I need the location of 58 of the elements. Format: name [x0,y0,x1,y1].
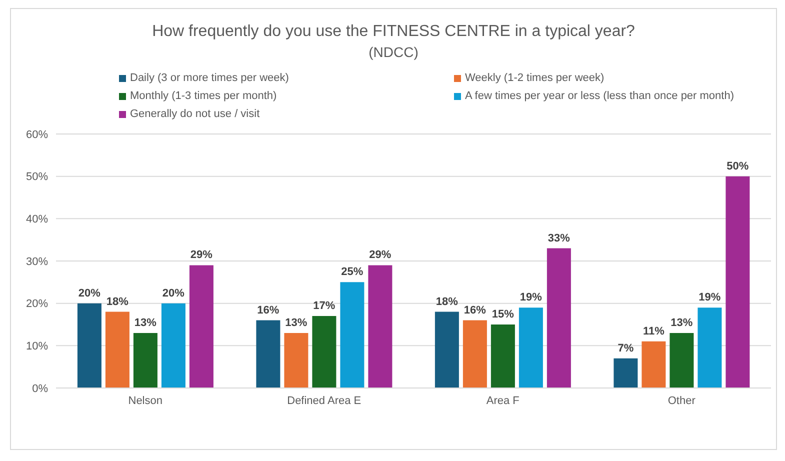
data-label: 29% [190,249,213,262]
x-tick-label: Nelson [128,394,162,407]
data-label: 50% [726,160,749,172]
bar [133,332,158,388]
bar [434,312,459,388]
bar [614,358,638,388]
data-label: 13% [285,316,308,329]
data-label: 13% [134,316,157,329]
bar [312,316,336,388]
y-tick-label: 10% [26,340,48,353]
data-label: 13% [670,316,693,329]
data-label: 18% [106,296,129,308]
bar [368,265,392,388]
bar [726,176,750,388]
bar [256,320,280,388]
data-label: 20% [78,287,101,300]
bar [77,303,102,388]
bar [698,308,722,388]
data-label: 19% [698,292,721,304]
bar [462,320,487,388]
data-label: 20% [162,287,185,300]
data-label: 25% [341,266,364,278]
bar [161,303,186,388]
legend-label: A few times per year or less (less than once per month) [465,90,734,102]
data-label: 7% [618,342,634,354]
bar [340,282,364,388]
y-tick-label: 40% [26,214,48,226]
y-tick-label: 20% [26,298,48,310]
bar [670,332,694,388]
y-tick-label: 60% [26,128,48,141]
bar [284,332,308,388]
x-tick-label: Other [668,394,696,407]
data-label: 15% [492,308,514,320]
legend-label: Daily (3 or more times per week) [130,72,289,84]
bar [518,308,543,388]
data-label: 29% [369,249,392,262]
legend-label: Weekly (1-2 times per week) [465,72,604,84]
data-label: 16% [464,304,486,316]
legend-label: Monthly (1-3 times per month) [130,90,277,102]
legend-label: Generally do not use / visit [130,108,260,120]
x-tick-label: Area F [486,394,520,407]
y-tick-label: 50% [26,171,48,184]
bar [189,265,214,388]
y-tick-label: 30% [26,256,48,268]
data-label: 16% [257,304,280,316]
data-label: 11% [642,325,665,338]
bar [546,248,571,388]
data-label: 33% [548,232,570,244]
data-label: 18% [436,296,458,308]
y-tick-label: 0% [32,382,48,395]
bar [642,341,666,388]
chart-title: How frequently do you use the FITNESS CENTRE in a typical year? [151,23,636,41]
bar [105,312,130,388]
x-tick-label: Defined Area E [287,394,362,407]
chart-subtitle: (NDCC) [368,44,420,60]
data-label: 19% [520,292,542,304]
data-label: 17% [313,300,336,312]
bar [490,324,515,388]
